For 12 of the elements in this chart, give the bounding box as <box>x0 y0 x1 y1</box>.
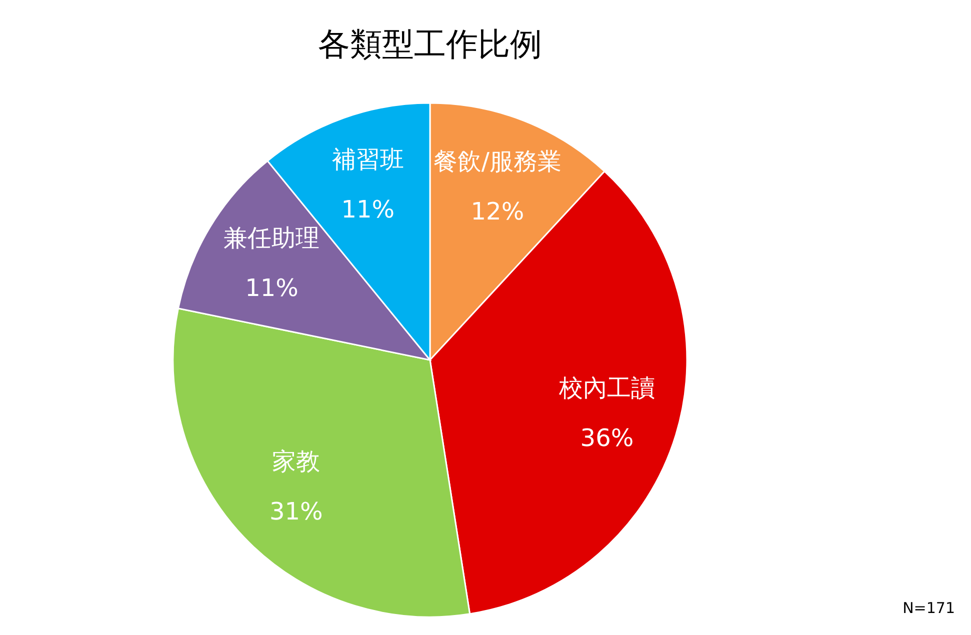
text: N=171 <box>902 599 955 617</box>
data-label: 31% <box>269 498 323 526</box>
data-label: 12% <box>470 198 524 226</box>
data-label: 11% <box>341 196 395 224</box>
slice-label: 校內工讀 <box>558 374 655 402</box>
data-label: 36% <box>580 424 634 452</box>
slice-label: 家教 <box>272 448 320 476</box>
slice-label: 餐飲/服務業 <box>433 148 562 176</box>
chart-title: 各類型工作比例 <box>318 25 542 63</box>
slice-label: 補習班 <box>332 146 404 174</box>
slice-label: 兼任助理 <box>224 224 320 252</box>
data-label: 11% <box>245 274 298 302</box>
